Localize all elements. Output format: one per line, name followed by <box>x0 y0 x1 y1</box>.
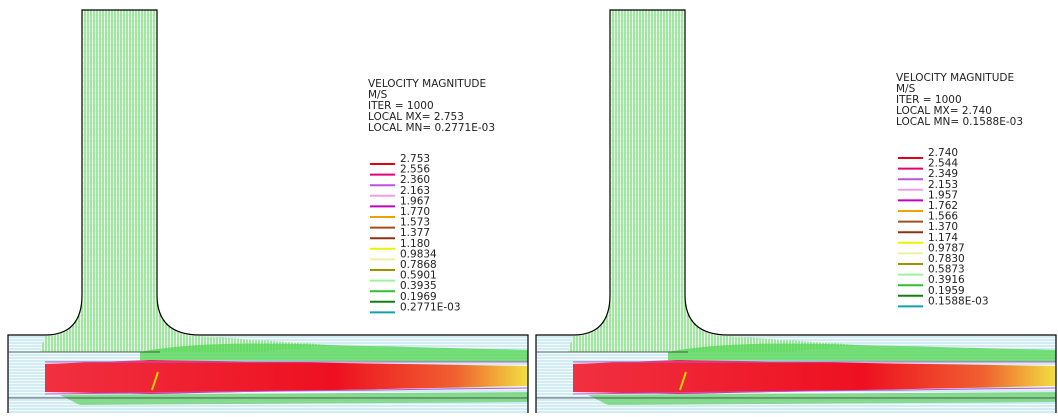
pipe-flow <box>40 10 330 352</box>
pipe-flow <box>568 10 858 352</box>
header-line: LOCAL MN= 0.1588E-03 <box>896 116 1023 128</box>
header-line: LOCAL MN= 0.2771E-03 <box>368 122 495 134</box>
legend-label: 0.1588E-03 <box>928 295 989 307</box>
screen: VELOCITY MAGNITUDEM/SITER = 1000LOCAL MX… <box>0 0 1058 413</box>
legend-label: 0.2771E-03 <box>400 301 461 313</box>
